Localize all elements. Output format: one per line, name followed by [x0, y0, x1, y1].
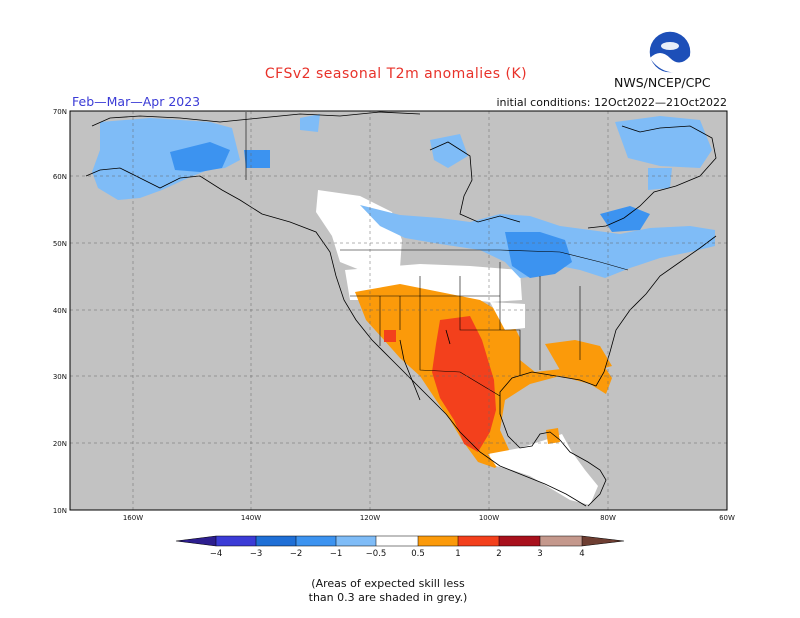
colorbar-label: −3 [250, 549, 263, 559]
lon-tick: 80W [600, 514, 616, 522]
colorbar-swatch [256, 536, 296, 546]
lon-tick: 140W [241, 514, 261, 522]
map-title: CFSv2 seasonal T2m anomalies (K) [264, 66, 528, 82]
skill-note-line2: than 0.3 are shaded in grey.) [308, 591, 468, 604]
anomaly-region-hudson [430, 134, 468, 168]
colorbar-swatch [499, 536, 540, 546]
map-frame [69, 110, 728, 511]
lat-tick: 20N [53, 440, 67, 448]
colorbar-label: −4 [210, 549, 223, 559]
coastlines [85, 111, 717, 507]
colorbar-swatch [540, 536, 582, 546]
anomaly-region-labrador [615, 116, 712, 168]
anomaly-region-yukon [244, 150, 270, 168]
season-label: Feb—Mar—Apr 2023 [72, 94, 201, 109]
anomaly-region-texas-mexico-red [432, 316, 496, 452]
colorbar-swatch-gt-4 [582, 536, 624, 546]
colorbar-label: 0.5 [411, 549, 425, 559]
lat-tick: 70N [53, 108, 67, 116]
anomaly-region-great-lakes-core [505, 232, 572, 278]
colorbar: −4 −3 −2 −1 −0.5 0.5 1 2 3 4 [175, 535, 625, 559]
anomaly-region-kansas-white [490, 302, 525, 330]
colorbar-label: 1 [455, 549, 460, 559]
lat-tick: 40N [53, 307, 67, 315]
anomaly-region-beaufort [300, 114, 320, 132]
anomaly-region-newfoundland [648, 168, 672, 190]
skill-note: (Areas of expected skill less than 0.3 a… [0, 577, 800, 605]
anomaly-region-southeast-orange [545, 340, 612, 372]
anomaly-region-arizona-red [384, 330, 396, 342]
colorbar-swatch [458, 536, 499, 546]
colorbar-label: 4 [579, 549, 584, 559]
anomaly-region-central-america [488, 434, 598, 505]
colorbar-swatch [418, 536, 458, 546]
lon-tick: 160W [123, 514, 143, 522]
colorbar-label: 2 [496, 549, 501, 559]
lat-tick: 50N [53, 240, 67, 248]
lon-tick: 60W [719, 514, 735, 522]
skill-note-line1: (Areas of expected skill less [311, 577, 465, 590]
anomaly-region-alaska [92, 118, 240, 200]
anomaly-region-quebec [600, 206, 650, 232]
lat-tick: 60N [53, 173, 67, 181]
colorbar-swatch [216, 536, 256, 546]
colorbar-label: −1 [330, 549, 343, 559]
colorbar-label: −2 [290, 549, 303, 559]
anomaly-region-alaska-core [170, 142, 230, 172]
colorbar-swatch-lt-4 [176, 536, 216, 546]
agency-label: NWS/NCEP/CPC [614, 75, 711, 90]
anomaly-region-yucatan-orange [546, 428, 560, 444]
colorbar-swatch [296, 536, 336, 546]
noaa-logo-icon [648, 30, 692, 74]
colorbar-label: −0.5 [366, 549, 387, 559]
lon-tick: 100W [479, 514, 499, 522]
lat-tick: 10N [53, 507, 67, 515]
colorbar-swatch [336, 536, 376, 546]
lat-tick: 30N [53, 373, 67, 381]
graticule [70, 111, 727, 510]
anomaly-field [92, 114, 715, 505]
lon-tick: 120W [360, 514, 380, 522]
colorbar-swatch [376, 536, 418, 546]
political-borders [245, 112, 629, 397]
initial-conditions-label: initial conditions: 12Oct2022—21Oct2022 [496, 96, 727, 109]
colorbar-label: 3 [537, 549, 542, 559]
